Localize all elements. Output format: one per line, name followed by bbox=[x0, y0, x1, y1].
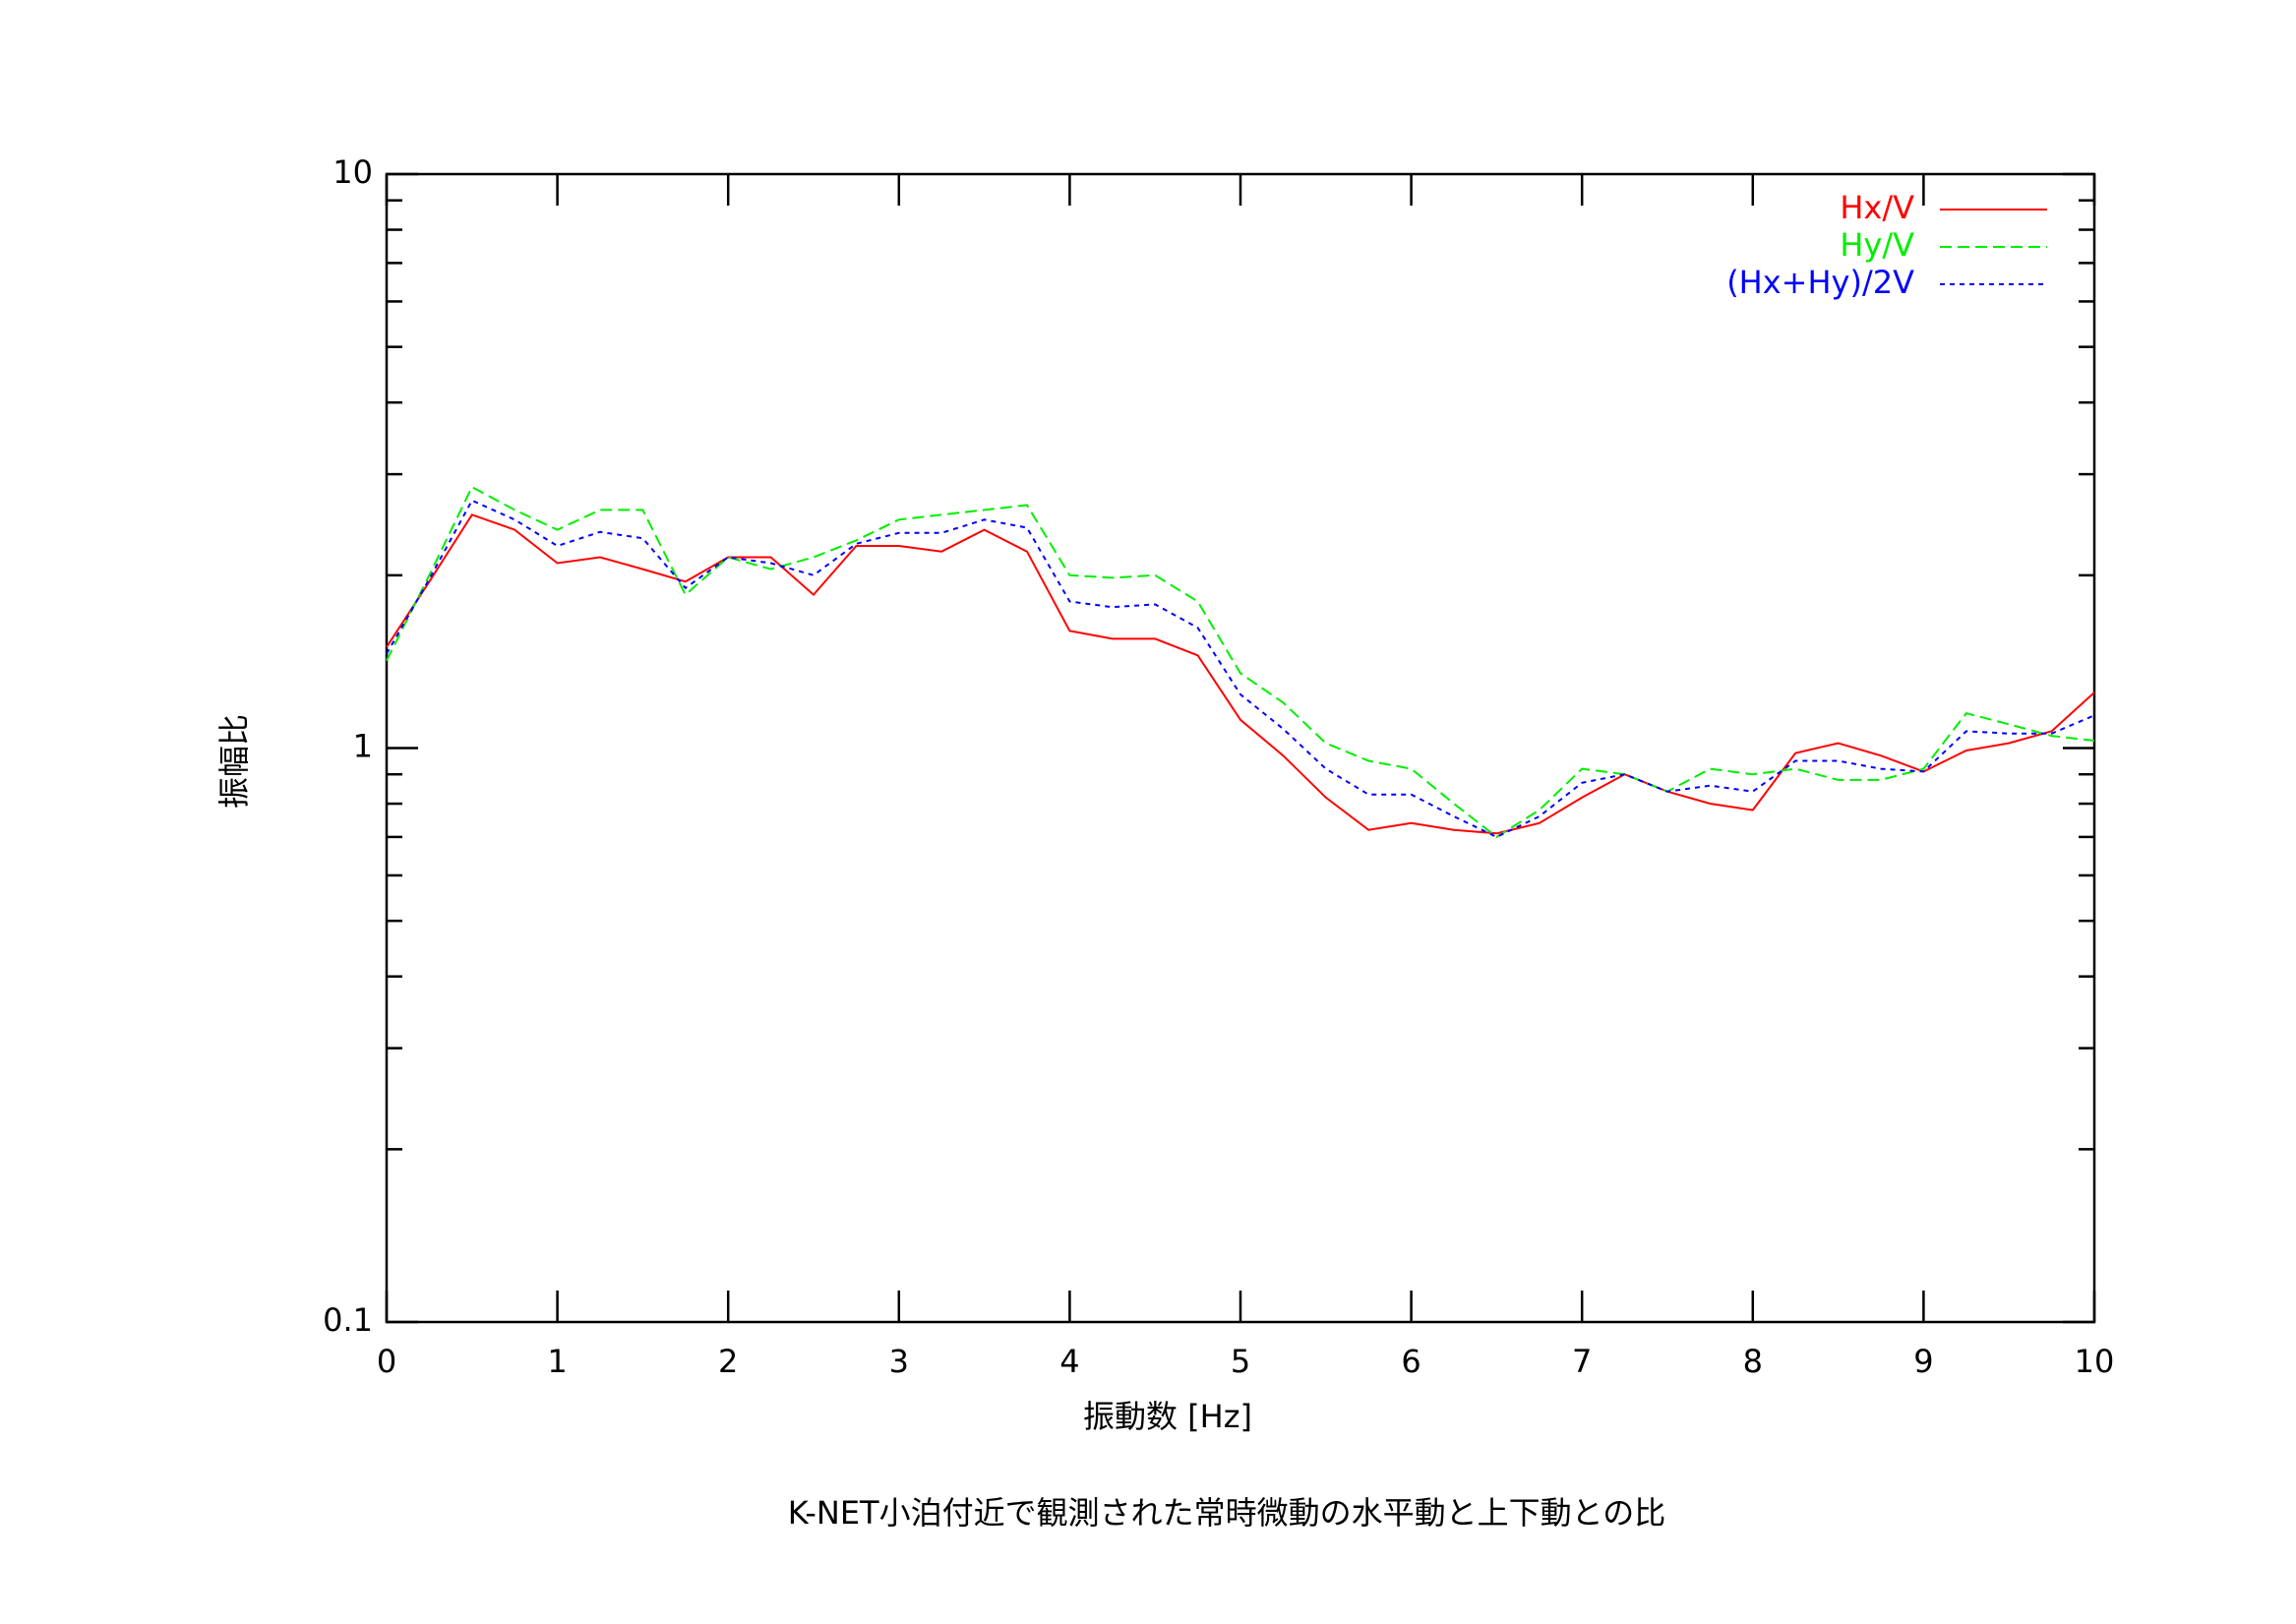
x-tick-label: 9 bbox=[1913, 1343, 1933, 1380]
series-line bbox=[386, 485, 2095, 839]
y-tick-label: 1 bbox=[353, 728, 373, 765]
x-tick-label: 8 bbox=[1743, 1343, 1763, 1380]
legend-label: Hy/V bbox=[1840, 226, 1914, 264]
x-tick-label: 10 bbox=[2075, 1343, 2115, 1380]
chart-title: K-NET小泊付近で観測された常時微動の水平動と上下動との比 bbox=[788, 1494, 1666, 1532]
x-tick-label: 6 bbox=[1401, 1343, 1420, 1380]
x-tick-label: 5 bbox=[1231, 1343, 1250, 1380]
series-line bbox=[386, 513, 2095, 835]
x-tick-label: 3 bbox=[889, 1343, 909, 1380]
x-tick-label: 1 bbox=[547, 1343, 567, 1380]
x-tick-label: 2 bbox=[718, 1343, 738, 1380]
legend-label: (Hx+Hy)/2V bbox=[1726, 264, 1914, 301]
x-tick-label: 7 bbox=[1572, 1343, 1592, 1380]
y-tick-label: 10 bbox=[332, 153, 373, 191]
y-axis-label: 振幅比 bbox=[215, 714, 253, 809]
series-line bbox=[386, 499, 2095, 839]
legend-label: Hx/V bbox=[1840, 189, 1914, 226]
plot-frame bbox=[385, 172, 2096, 1324]
x-tick-label: 0 bbox=[377, 1343, 396, 1380]
y-tick-label: 0.1 bbox=[323, 1301, 373, 1339]
x-tick-label: 4 bbox=[1059, 1343, 1079, 1380]
x-axis-label: 振動数 [Hz] bbox=[1083, 1398, 1252, 1435]
